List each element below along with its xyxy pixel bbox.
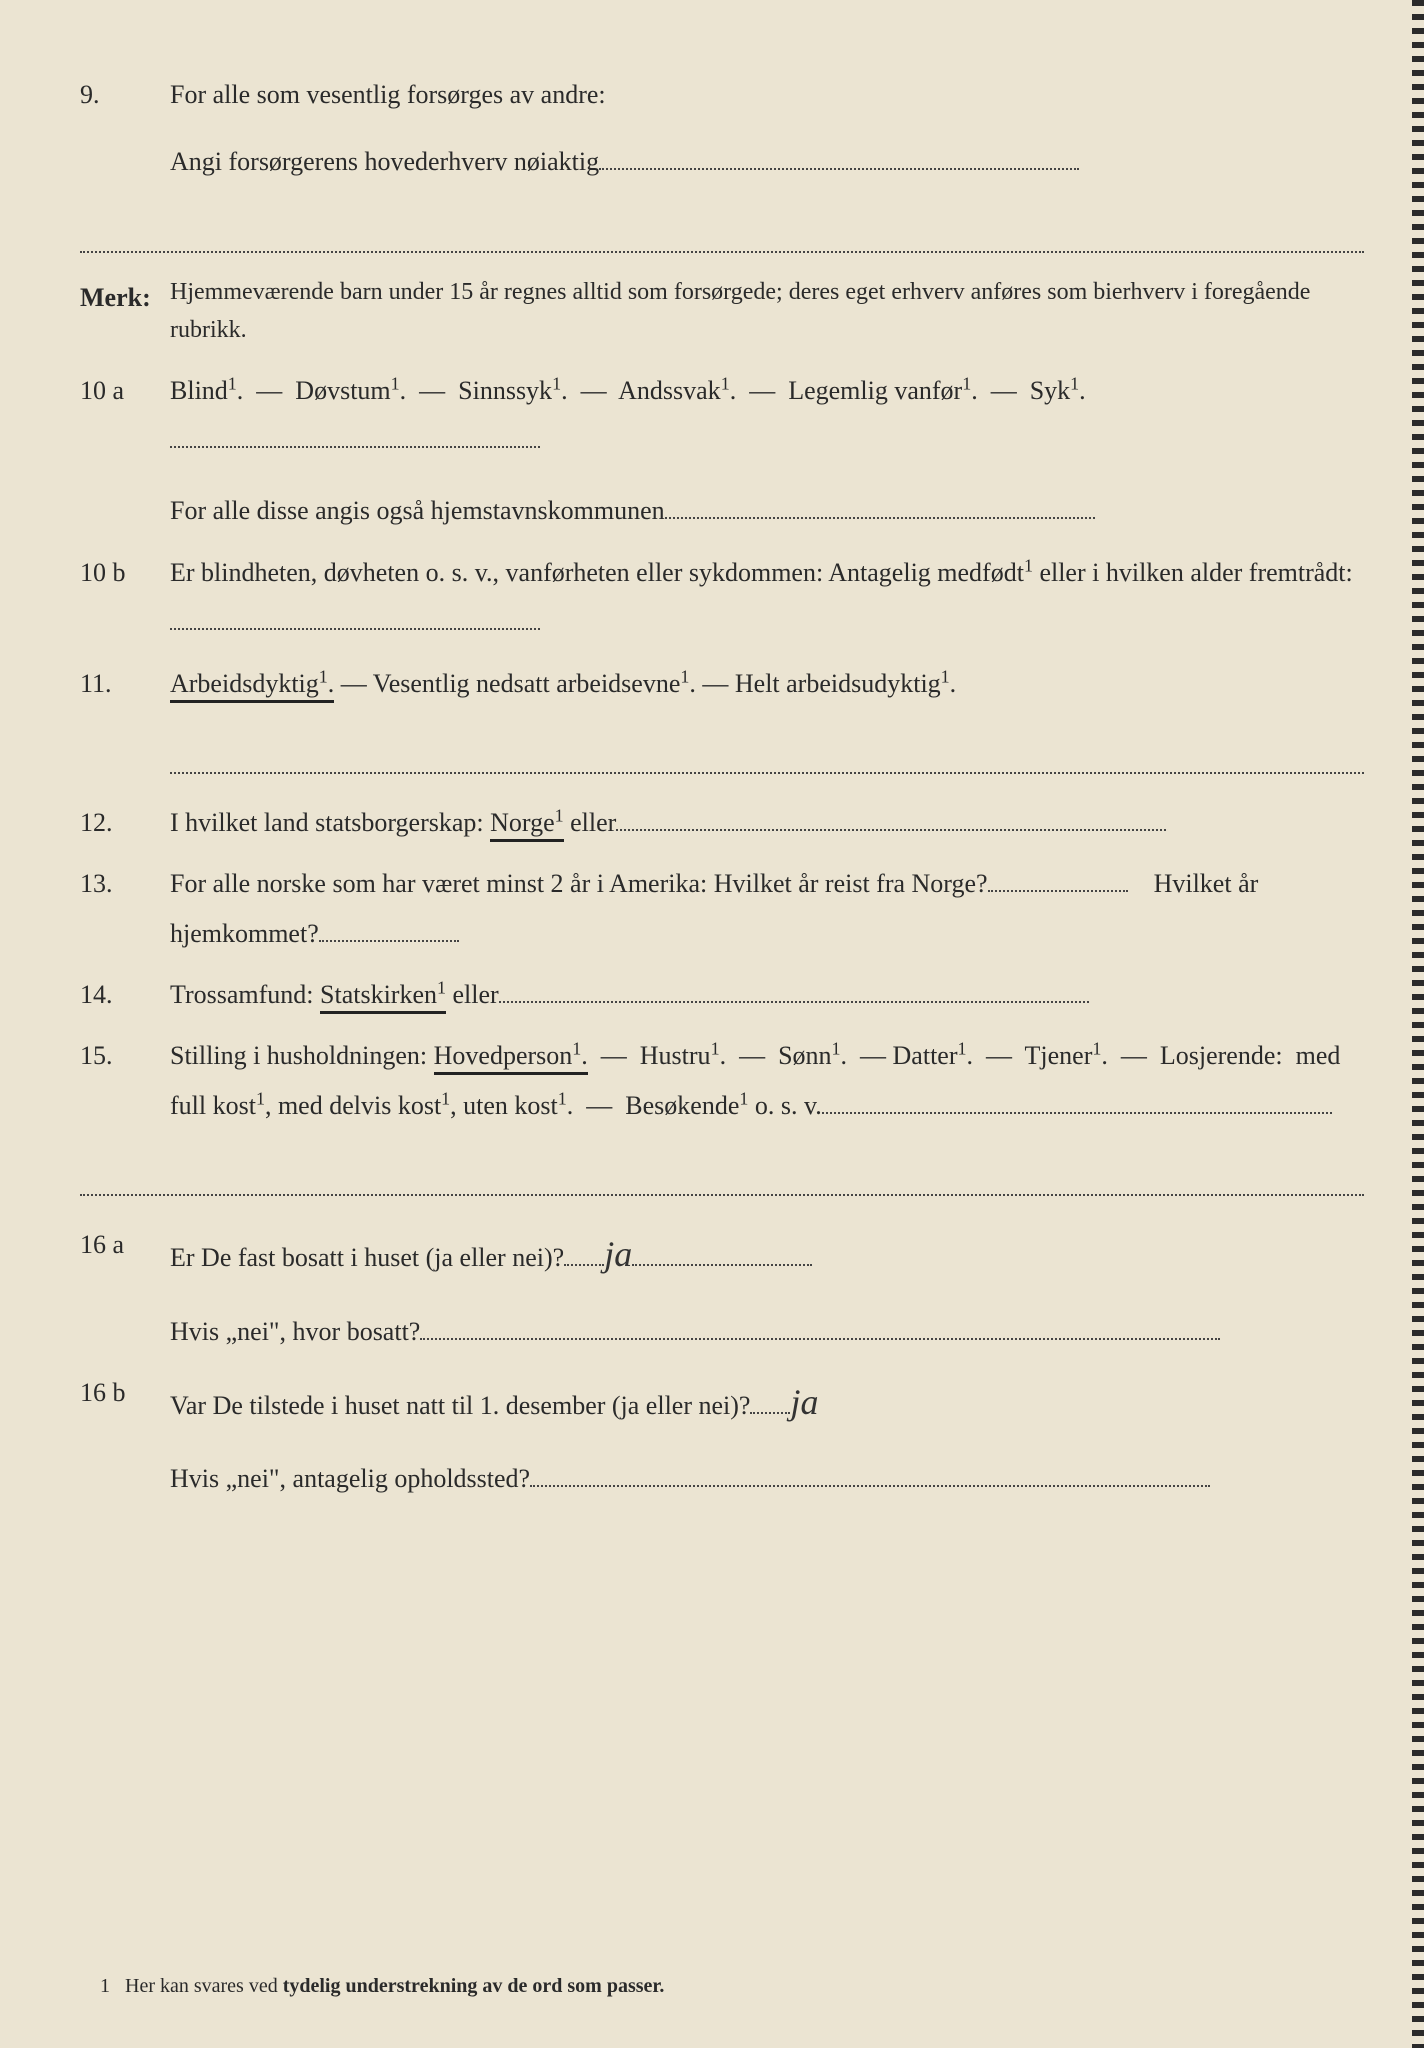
merk-text: Hjemmeværende barn under 15 år regnes al… — [170, 273, 1364, 350]
q10b-number: 10 b — [80, 548, 170, 647]
perforated-edge — [1412, 0, 1424, 2048]
q10a-number: 10 a — [80, 366, 170, 536]
question-16a: 16 a Er De fast bosatt i huset (ja eller… — [80, 1220, 1364, 1356]
q14-underlined: Statskirken1 — [320, 980, 446, 1014]
q16a-number: 16 a — [80, 1220, 170, 1356]
merk-note: Merk: Hjemmeværende barn under 15 år reg… — [80, 273, 1364, 350]
q14-text1: Trossamfund: — [170, 980, 320, 1009]
q16b-number: 16 b — [80, 1368, 170, 1504]
footnote: 1 Her kan svares ved tydelig understrekn… — [100, 1975, 664, 1998]
question-10a: 10 a Blind1. — Døvstum1. — Sinnssyk1. — … — [80, 366, 1364, 536]
q16b-text2: Hvis „nei", antagelig opholdssted? — [170, 1464, 530, 1493]
q16a-text2: Hvis „nei", hvor bosatt? — [170, 1317, 420, 1346]
q16b-text1: Var De tilstede i huset natt til 1. dese… — [170, 1391, 750, 1420]
footnote-text1: Her kan svares ved — [125, 1975, 283, 1997]
q14-number: 14. — [80, 970, 170, 1019]
q13-number: 13. — [80, 859, 170, 958]
question-12: 12. I hvilket land statsborgerskap: Norg… — [80, 798, 1364, 847]
q10b-text: Er blindheten, døvheten o. s. v., vanfør… — [170, 558, 1353, 587]
q12-text1: I hvilket land statsborgerskap: — [170, 808, 490, 837]
q9-line2: Angi forsørgerens hovederhverv nøiaktig — [170, 147, 599, 176]
question-11: 11. Arbeidsdyktig1. — Vesentlig nedsatt … — [80, 659, 1364, 774]
q15-text1: Stilling i husholdningen: — [170, 1041, 434, 1070]
question-14: 14. Trossamfund: Statskirken1 eller — [80, 970, 1364, 1019]
q12-number: 12. — [80, 798, 170, 847]
q10a-text1: Blind1. — Døvstum1. — Sinnssyk1. — Andss… — [170, 366, 1364, 465]
q11-opt2: — Vesentlig nedsatt arbeidsevne1. — Helt… — [334, 669, 956, 698]
footnote-num: 1 — [100, 1975, 110, 1997]
q9-line1: For alle som vesentlig forsørges av andr… — [170, 70, 1364, 119]
question-9: 9. For alle som vesentlig forsørges av a… — [80, 70, 1364, 253]
question-16b: 16 b Var De tilstede i huset natt til 1.… — [80, 1368, 1364, 1504]
q11-number: 11. — [80, 659, 170, 774]
q13-text1: For alle norske som har været minst 2 år… — [170, 869, 988, 898]
q16b-answer: ja — [790, 1382, 818, 1422]
question-15: 15. Stilling i husholdningen: Hovedperso… — [80, 1031, 1364, 1196]
q16a-text1: Er De fast bosatt i huset (ja eller nei)… — [170, 1243, 564, 1272]
question-13: 13. For alle norske som har været minst … — [80, 859, 1364, 958]
q14-text2: eller — [446, 980, 499, 1009]
q12-underlined: Norge1 — [490, 808, 564, 842]
merk-label: Merk: — [80, 273, 170, 350]
q10a-text2: For alle disse angis også hjemstavnskomm… — [170, 496, 665, 525]
q15-underlined: Hovedperson1. — [434, 1041, 588, 1075]
q12-text2: eller — [564, 808, 617, 837]
q16a-answer: ja — [604, 1234, 632, 1274]
footnote-bold: tydelig understrekning av de ord som pas… — [283, 1975, 665, 1997]
q11-opt1-underlined: Arbeidsdyktig1. — [170, 669, 334, 703]
question-10b: 10 b Er blindheten, døvheten o. s. v., v… — [80, 548, 1364, 647]
